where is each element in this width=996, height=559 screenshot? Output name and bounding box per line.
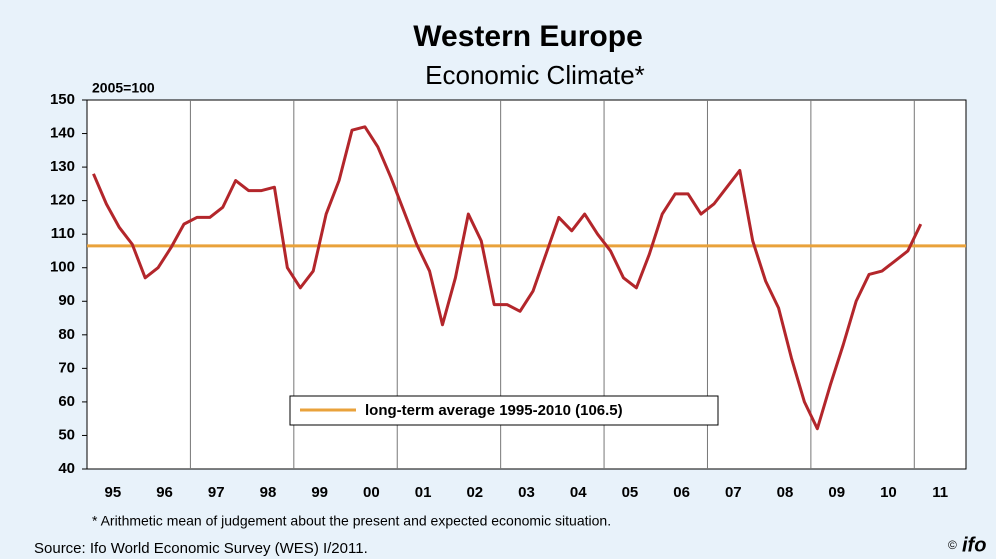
y-tick-label: 100 [50,259,75,276]
x-tick-label: 09 [828,484,845,501]
y-tick-label: 110 [51,225,75,242]
x-tick-label: 03 [518,484,535,501]
y-tick-label: 60 [58,393,75,410]
data-line [92,125,923,431]
y-tick-label: 150 [50,91,75,108]
copyright-mark: © [948,538,957,552]
x-tick-label: 06 [673,484,690,501]
y-axis-label: 2005=100 [92,80,155,96]
x-tick-label: 07 [725,484,742,501]
legend-label: long-term average 1995-2010 (106.5) [365,402,623,419]
y-tick-label: 70 [58,359,75,376]
x-tick-label: 04 [570,484,587,501]
x-tick-label: 97 [208,484,225,501]
x-tick-label: 11 [932,484,948,501]
y-tick-label: 80 [58,326,75,343]
y-tick-label: 50 [58,426,75,443]
legend-box [289,395,719,426]
y-tick-label: 120 [50,192,75,209]
y-tick-label: 90 [58,292,75,309]
x-tick-label: 96 [156,484,173,501]
x-tick-label: 98 [260,484,277,501]
source: Source: Ifo World Economic Survey (WES) … [34,540,368,557]
x-tick-label: 02 [466,484,483,501]
logo: ifo [962,534,986,556]
y-tick-label: 40 [58,460,75,477]
footnote: * Arithmetic mean of judgement about the… [92,513,611,529]
x-tick-label: 95 [105,484,122,501]
chart-title: Western Europe [413,20,643,53]
x-tick-label: 05 [622,484,639,501]
x-tick-label: 00 [363,484,380,501]
x-tick-label: 01 [415,484,432,501]
legend: long-term average 1995-2010 (106.5) [289,395,719,426]
chart-subtitle: Economic Climate* [425,60,645,90]
y-tick-label: 140 [50,125,75,142]
x-tick-label: 08 [777,484,794,501]
y-tick-label: 130 [50,158,75,175]
x-tick-label: 99 [311,484,328,501]
x-tick-label: 10 [880,484,897,501]
